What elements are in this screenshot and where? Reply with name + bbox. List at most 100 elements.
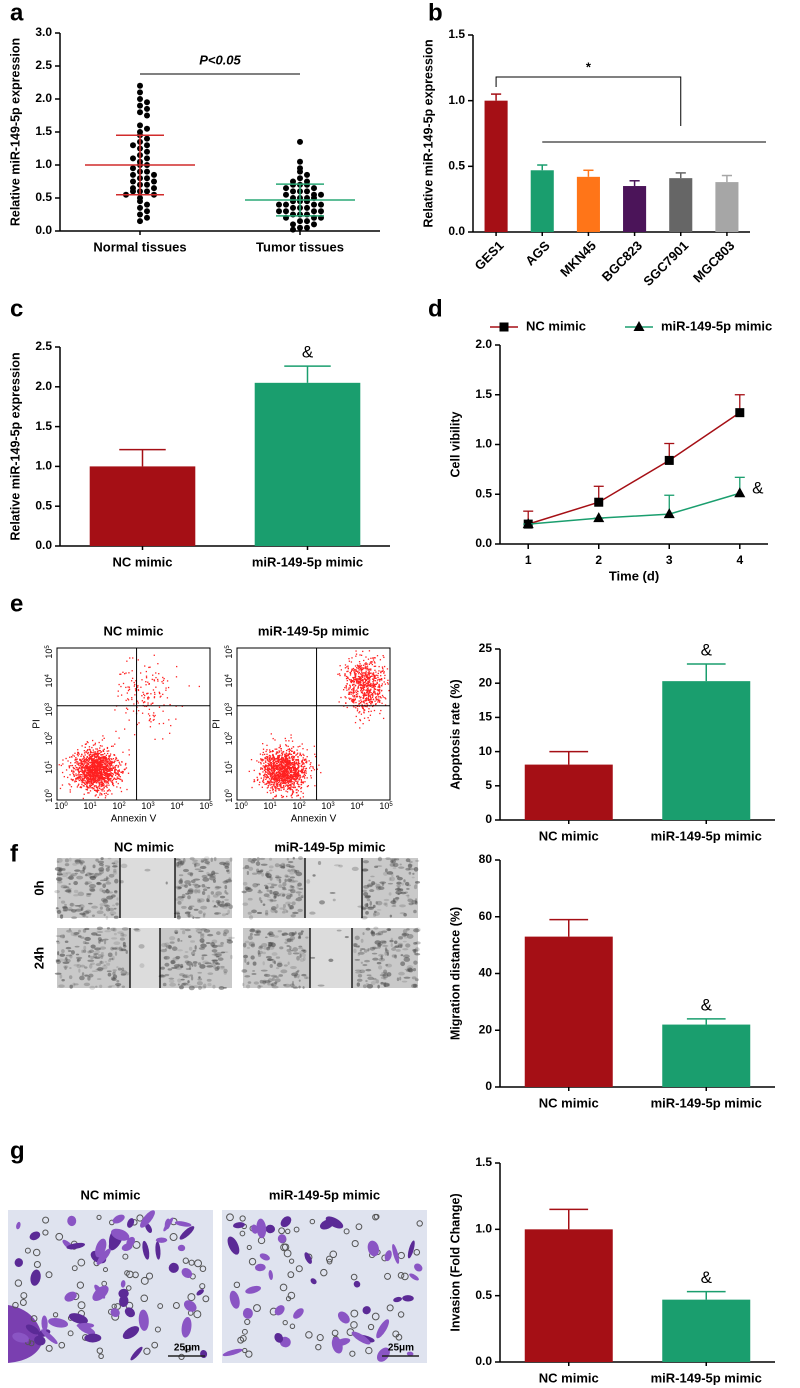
flow-dot xyxy=(169,733,170,734)
tick-base: 10 xyxy=(224,793,234,803)
flow-dot xyxy=(350,687,351,688)
cell xyxy=(216,966,219,970)
flow-dot xyxy=(103,780,104,781)
flow-dot xyxy=(377,693,378,694)
flow-dot xyxy=(301,769,302,770)
cell xyxy=(114,933,117,935)
cell xyxy=(389,892,392,895)
cell xyxy=(113,941,120,945)
flow-dot xyxy=(348,688,349,689)
flow-dot xyxy=(92,755,93,756)
flow-dot xyxy=(254,779,255,780)
flow-dot xyxy=(357,665,358,666)
flow-dot xyxy=(359,665,360,666)
flow-dot xyxy=(107,765,108,766)
flow-dot xyxy=(263,782,264,783)
flow-dot xyxy=(287,768,288,769)
x-tick-label: GES1 xyxy=(472,238,507,273)
flow-dot xyxy=(267,767,268,768)
flow-dot xyxy=(105,780,106,781)
flow-dot xyxy=(90,776,91,777)
cell xyxy=(93,865,96,869)
flow-dot xyxy=(91,785,92,786)
cell xyxy=(367,899,371,902)
data-point xyxy=(276,208,282,214)
flow-dot xyxy=(90,777,91,778)
flow-dot xyxy=(100,752,101,753)
flow-dot xyxy=(257,777,258,778)
cell xyxy=(97,910,104,914)
flow-dot xyxy=(309,760,310,761)
flow-dot xyxy=(375,680,376,681)
flow-dot xyxy=(74,776,75,777)
cell xyxy=(300,958,305,962)
flow-dot xyxy=(373,677,374,678)
flow-dot xyxy=(375,703,376,704)
cell xyxy=(214,912,219,915)
flow-dot xyxy=(278,777,279,778)
flow-dot xyxy=(106,755,107,756)
cell xyxy=(298,946,302,948)
flow-dot xyxy=(363,701,364,702)
flow-dot xyxy=(293,785,294,786)
data-point xyxy=(144,155,150,161)
flow-dot xyxy=(289,771,290,772)
flow-dot xyxy=(259,782,260,783)
flow-dot xyxy=(340,697,341,698)
flow-dot xyxy=(274,770,275,771)
cell xyxy=(264,885,268,887)
flow-dot xyxy=(251,787,252,788)
cell xyxy=(75,946,80,948)
flow-dot xyxy=(118,684,119,685)
flow-dot xyxy=(92,768,93,769)
flow-dot xyxy=(276,753,277,754)
flow-dot xyxy=(277,785,278,786)
flow-dot xyxy=(116,781,117,782)
flow-dot xyxy=(363,668,364,669)
cell xyxy=(248,867,253,871)
cell xyxy=(178,983,180,985)
flow-dot xyxy=(146,677,147,678)
flow-dot xyxy=(138,710,139,711)
flow-dot xyxy=(84,782,85,783)
flow-dot xyxy=(367,679,368,680)
cell xyxy=(195,945,197,950)
flow-dot xyxy=(90,790,91,791)
flow-dot xyxy=(359,668,360,669)
flow-dot xyxy=(71,786,72,787)
flow-dot xyxy=(378,696,379,697)
flow-dot xyxy=(289,767,290,768)
flow-dot xyxy=(157,679,158,680)
cell xyxy=(71,916,77,919)
flow-dot xyxy=(303,757,304,758)
flow-dot xyxy=(75,773,76,774)
flow-dot xyxy=(100,750,101,751)
flow-dot xyxy=(153,712,154,713)
flow-dot xyxy=(271,764,272,765)
flow-dot xyxy=(94,744,95,745)
flow-dot xyxy=(77,753,78,754)
flow-dot xyxy=(269,782,270,783)
flow-dot xyxy=(95,778,96,779)
flow-dot xyxy=(273,784,274,785)
cell xyxy=(409,872,412,875)
data-point xyxy=(304,198,310,204)
flow-dot xyxy=(277,772,278,773)
data-point xyxy=(144,175,150,181)
cell xyxy=(106,916,108,920)
flow-dot xyxy=(104,753,105,754)
flow-dot xyxy=(359,700,360,701)
flow-dot xyxy=(107,794,108,795)
flow-dot xyxy=(116,758,117,759)
flow-dot xyxy=(73,774,74,775)
flow-dot xyxy=(369,670,370,671)
cell xyxy=(203,888,207,891)
cell xyxy=(267,983,271,986)
flow-dot xyxy=(112,783,113,784)
flow-dot xyxy=(377,699,378,700)
flow-dot xyxy=(289,761,290,762)
y-tick-label: 101 xyxy=(44,760,54,774)
flow-dot xyxy=(288,786,289,787)
cell xyxy=(298,856,303,860)
flow-dot xyxy=(97,748,98,749)
